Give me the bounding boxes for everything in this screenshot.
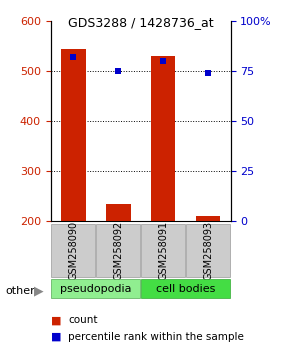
Text: GDS3288 / 1428736_at: GDS3288 / 1428736_at bbox=[68, 16, 213, 29]
Text: percentile rank within the sample: percentile rank within the sample bbox=[68, 332, 244, 342]
Text: GSM258093: GSM258093 bbox=[203, 221, 213, 280]
Bar bbox=[151, 56, 175, 221]
Bar bbox=[61, 49, 86, 221]
Bar bbox=[141, 279, 230, 298]
Text: count: count bbox=[68, 315, 98, 325]
Bar bbox=[51, 279, 140, 298]
Text: ■: ■ bbox=[51, 315, 61, 325]
Text: ▶: ▶ bbox=[34, 285, 44, 297]
Text: GSM258090: GSM258090 bbox=[68, 221, 78, 280]
Bar bbox=[96, 224, 140, 277]
Bar bbox=[51, 224, 95, 277]
Text: ■: ■ bbox=[51, 332, 61, 342]
Text: other: other bbox=[6, 286, 36, 296]
Text: pseudopodia: pseudopodia bbox=[60, 284, 131, 294]
Bar bbox=[186, 224, 230, 277]
Bar bbox=[106, 204, 130, 221]
Bar bbox=[141, 224, 185, 277]
Text: GSM258091: GSM258091 bbox=[158, 221, 168, 280]
Text: GSM258092: GSM258092 bbox=[113, 221, 123, 280]
Text: cell bodies: cell bodies bbox=[156, 284, 215, 294]
Bar bbox=[196, 216, 220, 221]
